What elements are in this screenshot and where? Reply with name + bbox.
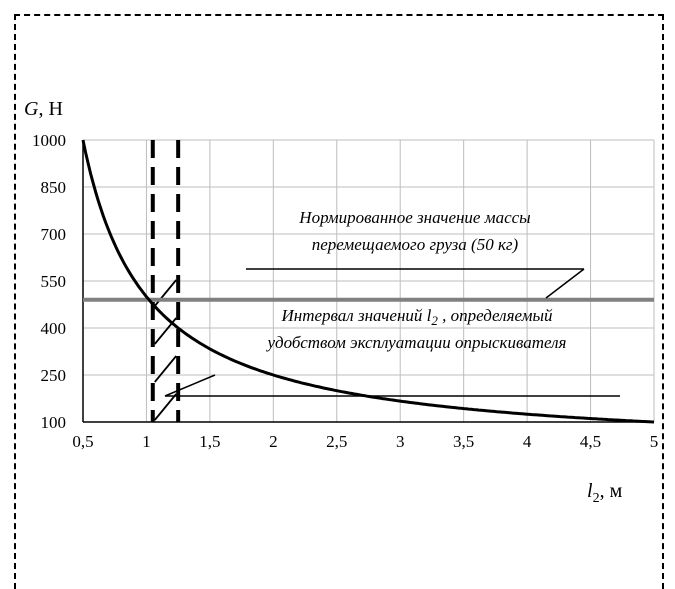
- annotation-leaders: [164, 268, 620, 397]
- interval-annotation-line1: Интервал значений l2 , определяемый: [281, 306, 553, 328]
- y-axis-label: G, Н: [24, 98, 63, 120]
- y-tick-label: 550: [41, 272, 67, 291]
- chart: 0,5 1 1,5 2 2,5 3 3,5 4 4,5 5 1000 850 700 550 400 250…: [24, 98, 658, 506]
- x-tick-label: 3,5: [453, 432, 474, 451]
- x-tick-label: 1,5: [199, 432, 220, 451]
- hatch-line: [154, 279, 177, 307]
- norm-annotation-line1: Нормированное значение массы: [298, 208, 530, 227]
- x-axis-label: l2, м: [587, 480, 623, 506]
- norm-leader-diagonal: [545, 268, 585, 299]
- interval-leader-diagonal: [164, 374, 216, 397]
- interval-region: [150, 140, 181, 422]
- y-tick-label: 700: [41, 225, 67, 244]
- x-tick-label: 2: [269, 432, 278, 451]
- x-tick-label: 2,5: [326, 432, 347, 451]
- y-tick-label: 400: [41, 319, 67, 338]
- x-tick-label: 4: [523, 432, 532, 451]
- y-tick-label: 250: [41, 366, 67, 385]
- norm-annotation-line2: перемещаемого груза (50 кг): [312, 235, 519, 254]
- x-tick-label: 0,5: [72, 432, 93, 451]
- x-tick-labels: 0,5 1 1,5 2 2,5 3 3,5 4 4,5 5: [72, 432, 658, 451]
- y-tick-label: 100: [41, 413, 67, 432]
- hatch-line: [154, 393, 177, 421]
- x-tick-label: 3: [396, 432, 405, 451]
- x-tick-label: 5: [650, 432, 659, 451]
- x-tick-label: 1: [142, 432, 151, 451]
- y-tick-label: 1000: [32, 131, 66, 150]
- y-tick-label: 850: [41, 178, 67, 197]
- interval-annotation-line2: удобством эксплуатации опрыскивателя: [266, 333, 567, 352]
- dashed-frame: [14, 14, 664, 589]
- hatch-line: [154, 355, 177, 383]
- x-tick-label: 4,5: [580, 432, 601, 451]
- y-tick-labels: 1000 850 700 550 400 250 100: [32, 131, 66, 432]
